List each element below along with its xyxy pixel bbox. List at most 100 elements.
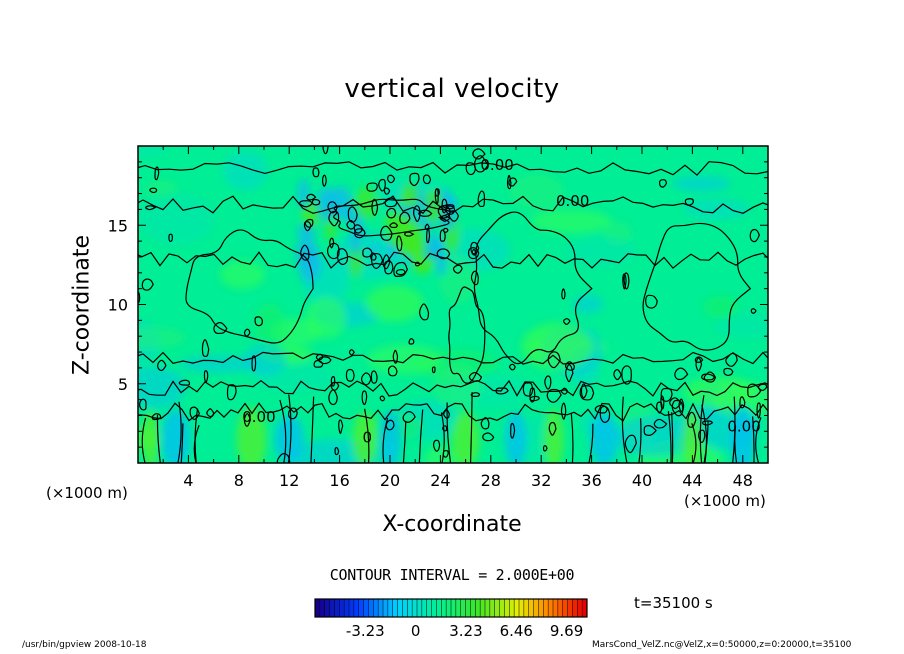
colorbar-segment xyxy=(392,599,398,617)
colorbar-segment xyxy=(572,599,578,617)
field-blob xyxy=(543,408,564,463)
contour-line xyxy=(442,204,455,210)
contour-line xyxy=(522,382,534,397)
contour-line xyxy=(383,187,391,195)
contour-line xyxy=(656,401,663,414)
contour-line xyxy=(642,222,752,351)
colorbar-segment xyxy=(436,599,442,617)
contour-line xyxy=(544,375,552,390)
colorbar-segment xyxy=(368,599,374,617)
contour-line xyxy=(695,357,703,372)
contour-line xyxy=(361,372,372,386)
contour-line xyxy=(402,420,407,463)
contour-line xyxy=(477,190,485,208)
colorbar-segment xyxy=(533,599,539,617)
colorbar-segment xyxy=(577,599,583,617)
contour-line xyxy=(594,404,609,414)
contour-line xyxy=(468,371,483,382)
contour-line xyxy=(362,247,373,258)
contour-line xyxy=(189,406,200,420)
colorbar-segment xyxy=(349,599,355,617)
colorbar-segment xyxy=(514,599,520,617)
field-blob xyxy=(223,151,268,191)
field-blob xyxy=(219,260,265,290)
colorbar-segment xyxy=(344,599,350,617)
colorbar-segment xyxy=(460,599,466,617)
y-tick-label: 5 xyxy=(118,375,128,394)
field-blob xyxy=(274,414,304,463)
contour-line xyxy=(299,200,313,208)
contour-line xyxy=(354,228,366,239)
colorbar-segment xyxy=(417,599,423,617)
x-axis-label: X-coordinate xyxy=(382,512,522,537)
colorbar-segment xyxy=(315,599,321,617)
contour-line xyxy=(436,248,451,260)
field-blob xyxy=(590,413,619,463)
contour-line xyxy=(470,270,479,286)
field-blob xyxy=(504,411,528,463)
contour-line xyxy=(300,244,310,261)
x-tick-label: 4 xyxy=(183,471,193,490)
contour-line xyxy=(313,359,324,368)
contour-line xyxy=(154,166,160,181)
contour-line xyxy=(510,422,516,439)
colorbar-segment xyxy=(426,599,432,617)
footer-right: MarsCond_VelZ.nc@VelZ,x=0:50000,z=0:2000… xyxy=(592,640,852,650)
contour-line xyxy=(370,370,378,384)
contour-line xyxy=(395,269,406,276)
colorbar-segment xyxy=(446,599,452,617)
colorbar-segment xyxy=(407,599,413,617)
contour-line xyxy=(384,197,398,208)
colorbar-segment xyxy=(519,599,525,617)
field-blob xyxy=(508,173,565,211)
contour-line xyxy=(138,161,768,176)
contour-line xyxy=(322,174,327,187)
contour-line xyxy=(178,379,191,386)
contour-line xyxy=(156,414,161,463)
contour-line xyxy=(439,215,451,222)
x-tick-label: 24 xyxy=(430,471,450,490)
contour-line xyxy=(157,359,167,372)
contour-line xyxy=(151,413,162,421)
contour-line xyxy=(333,198,451,237)
colorbar-segment xyxy=(373,599,379,617)
colorbar-segment xyxy=(383,599,389,617)
contour-line xyxy=(560,387,569,395)
contour-line xyxy=(366,182,378,192)
contour-line xyxy=(660,395,665,410)
contour-line xyxy=(621,396,628,463)
contour-line xyxy=(327,242,340,260)
field-blob xyxy=(138,326,187,350)
contour-line xyxy=(338,419,344,435)
colorbar-segment xyxy=(538,599,544,617)
field-blob xyxy=(451,411,480,463)
contour-line xyxy=(442,227,449,233)
contour-line xyxy=(370,252,377,261)
contour-value-label: 0.00 xyxy=(242,408,275,426)
colorbar-segment xyxy=(485,599,491,617)
contour-line xyxy=(495,387,509,395)
field-blob xyxy=(316,187,337,223)
contour-line xyxy=(243,413,252,427)
contour-line xyxy=(396,235,403,252)
y-tick-label: 10 xyxy=(108,296,128,315)
contour-line xyxy=(613,369,622,381)
contour-line xyxy=(452,264,463,274)
colorbar-segment xyxy=(387,599,393,617)
x-tick-label: 20 xyxy=(380,471,400,490)
contour-line xyxy=(138,379,768,397)
contour-line xyxy=(414,261,421,267)
field-blob xyxy=(378,410,402,463)
contour-line xyxy=(311,198,321,206)
contour-line xyxy=(446,402,452,463)
contour-line xyxy=(638,418,642,463)
field-blob xyxy=(142,410,159,463)
contour-line xyxy=(306,193,317,201)
contour-line xyxy=(361,390,368,406)
field-blob xyxy=(367,344,442,375)
contour-line xyxy=(288,407,298,420)
contour-line xyxy=(506,174,512,190)
field-blob xyxy=(138,193,215,245)
contour-line xyxy=(560,402,567,420)
field-blob xyxy=(730,405,756,463)
